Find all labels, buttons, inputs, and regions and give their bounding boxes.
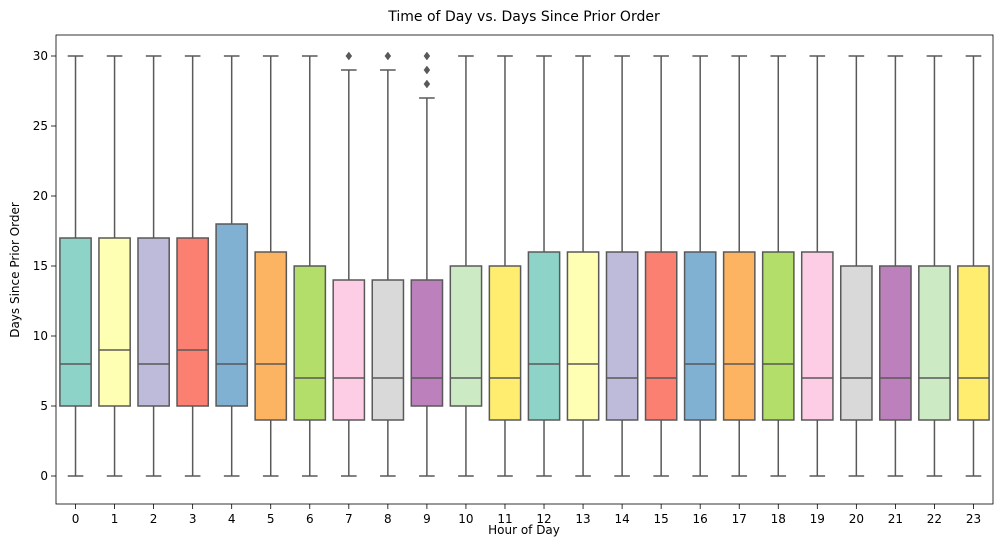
- x-tick-label: 5: [267, 512, 275, 526]
- x-tick-label: 21: [888, 512, 903, 526]
- box-iqr: [644, 251, 678, 421]
- y-tick-label: 15: [33, 259, 48, 273]
- x-tick-label: 10: [458, 512, 473, 526]
- x-tick-label: 14: [614, 512, 629, 526]
- x-tick-label: 2: [150, 512, 158, 526]
- x-tick-label: 22: [927, 512, 942, 526]
- chart-title: Time of Day vs. Days Since Prior Order: [387, 9, 660, 25]
- box-group-hour-0: [59, 55, 92, 477]
- box-group-hour-10: [449, 55, 483, 477]
- box-iqr: [137, 237, 170, 407]
- boxes-layer: [59, 51, 990, 477]
- box-iqr: [527, 251, 561, 421]
- x-tick-label: 4: [228, 512, 236, 526]
- x-tick-label: 9: [423, 512, 431, 526]
- x-tick-label: 20: [849, 512, 864, 526]
- box-group-hour-15: [644, 55, 678, 477]
- box-group-hour-9: [410, 51, 444, 477]
- box-iqr: [879, 265, 912, 421]
- x-axis-label: Hour of Day: [488, 523, 560, 537]
- box-iqr: [176, 237, 210, 407]
- box-group-hour-7: [332, 51, 366, 477]
- box-iqr: [449, 265, 483, 407]
- y-tick-label: 10: [33, 329, 48, 343]
- x-tick-label: 12: [536, 512, 551, 526]
- box-iqr: [371, 279, 405, 421]
- box-group-hour-11: [488, 55, 522, 477]
- box-iqr: [98, 237, 131, 407]
- box-group-hour-20: [839, 55, 873, 477]
- y-axis-label: Days Since Prior Order: [8, 202, 22, 338]
- outlier-point: [384, 51, 392, 61]
- box-group-hour-18: [761, 55, 795, 477]
- x-tick-label: 19: [810, 512, 825, 526]
- box-group-hour-3: [176, 55, 210, 477]
- box-group-hour-16: [683, 55, 717, 477]
- box-group-hour-21: [879, 55, 912, 477]
- box-iqr: [918, 265, 951, 421]
- y-tick-label: 30: [33, 49, 48, 63]
- x-tick-label: 1: [111, 512, 119, 526]
- box-iqr: [722, 251, 756, 421]
- box-iqr: [957, 265, 990, 421]
- box-iqr: [839, 265, 873, 421]
- box-group-hour-8: [371, 51, 405, 477]
- box-group-hour-17: [722, 55, 756, 477]
- box-group-hour-4: [215, 55, 249, 477]
- box-group-hour-22: [918, 55, 951, 477]
- box-iqr: [800, 251, 834, 421]
- box-group-hour-2: [137, 55, 170, 477]
- x-tick-label: 8: [384, 512, 392, 526]
- x-tick-label: 11: [497, 512, 512, 526]
- y-tick-label: 5: [40, 399, 48, 413]
- box-group-hour-13: [566, 55, 600, 477]
- box-iqr: [215, 223, 249, 407]
- box-group-hour-6: [293, 55, 327, 477]
- box-iqr: [332, 279, 366, 421]
- box-iqr: [59, 237, 92, 407]
- outlier-point: [423, 65, 431, 75]
- box-iqr: [605, 251, 639, 421]
- y-axis: 0 5 10 15 20 25 30: [33, 49, 56, 483]
- x-axis: 0 1 2 3 4 5 6 7 8 9 10 11 12 13 14 15 16 17 18 19 20 21 22 23: [72, 504, 981, 526]
- y-tick-label: 0: [40, 469, 48, 483]
- box-iqr: [761, 251, 795, 421]
- x-tick-label: 18: [771, 512, 786, 526]
- y-tick-label: 25: [33, 119, 48, 133]
- box-group-hour-19: [800, 55, 834, 477]
- outlier-point: [345, 51, 353, 61]
- box-iqr: [293, 265, 327, 421]
- box-group-hour-5: [254, 55, 288, 477]
- box-iqr: [254, 251, 288, 421]
- x-tick-label: 13: [575, 512, 590, 526]
- box-iqr: [488, 265, 522, 421]
- box-iqr: [683, 251, 717, 421]
- outlier-point: [423, 79, 431, 89]
- box-iqr: [410, 279, 444, 407]
- outlier-point: [423, 51, 431, 61]
- x-tick-label: 17: [732, 512, 747, 526]
- x-tick-label: 7: [345, 512, 353, 526]
- box-group-hour-12: [527, 55, 561, 477]
- x-tick-label: 6: [306, 512, 314, 526]
- box-group-hour-23: [957, 55, 990, 477]
- box-group-hour-14: [605, 55, 639, 477]
- x-tick-label: 15: [654, 512, 669, 526]
- box-group-hour-1: [98, 55, 131, 477]
- x-tick-label: 23: [966, 512, 981, 526]
- box-iqr: [566, 251, 600, 421]
- x-tick-label: 3: [189, 512, 197, 526]
- y-tick-label: 20: [33, 189, 48, 203]
- x-tick-label: 0: [72, 512, 80, 526]
- plot-frame: [55, 34, 994, 505]
- x-tick-label: 16: [693, 512, 708, 526]
